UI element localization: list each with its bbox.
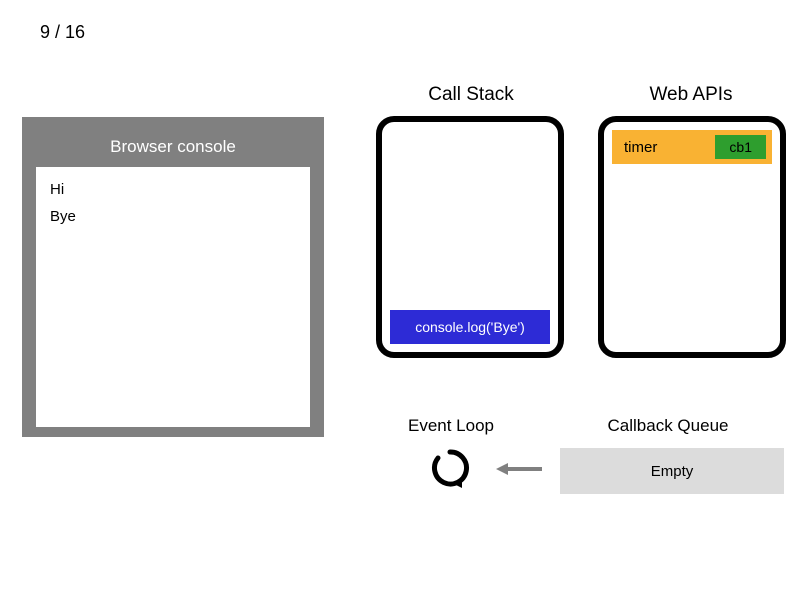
arrow-left-icon	[494, 457, 544, 481]
console-line: Bye	[50, 208, 296, 225]
slide-counter: 9 / 16	[40, 22, 85, 43]
browser-console-panel: Browser console Hi Bye	[22, 117, 324, 437]
web-apis-title: Web APIs	[596, 84, 786, 106]
timer-label: timer	[618, 139, 657, 156]
slide-total: 16	[65, 22, 85, 42]
callback-queue-content: Empty	[651, 463, 694, 480]
slide-current: 9	[40, 22, 50, 42]
callback-queue-title: Callback Queue	[568, 416, 768, 436]
timer-entry: timer cb1	[612, 130, 772, 164]
callback-queue-box: Empty	[560, 448, 784, 494]
console-body: Hi Bye	[36, 167, 310, 427]
timer-callback: cb1	[715, 135, 766, 159]
call-stack-title: Call Stack	[376, 84, 566, 106]
slide-sep: /	[50, 22, 65, 42]
web-apis-box: timer cb1	[598, 116, 786, 358]
event-loop-title: Event Loop	[376, 416, 526, 436]
stack-frame: console.log('Bye')	[390, 310, 550, 344]
console-line: Hi	[50, 181, 296, 198]
call-stack-box: console.log('Bye')	[376, 116, 564, 358]
console-header: Browser console	[36, 131, 310, 167]
loop-icon	[430, 448, 470, 488]
